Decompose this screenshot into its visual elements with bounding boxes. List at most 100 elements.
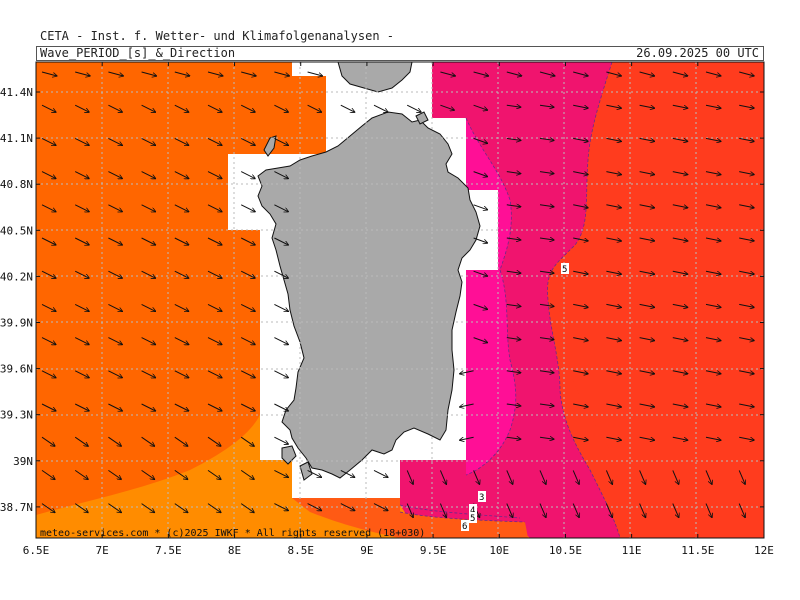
direction-arrow — [207, 171, 222, 179]
direction-arrow — [460, 370, 474, 374]
direction-arrow — [473, 204, 488, 210]
y-tick-label: 39.9N — [0, 317, 33, 330]
direction-arrow — [174, 337, 189, 345]
direction-arrow — [672, 71, 688, 76]
direction-arrow — [460, 436, 474, 440]
direction-arrow — [307, 503, 322, 511]
direction-arrow — [74, 370, 89, 378]
direction-arrow — [240, 370, 255, 378]
direction-arrow — [539, 105, 554, 107]
direction-arrow — [705, 137, 721, 141]
direction-arrow — [473, 71, 489, 76]
land-san-pietro — [281, 445, 297, 465]
direction-arrow — [506, 503, 513, 518]
direction-arrow — [274, 303, 288, 311]
direction-arrow — [108, 71, 123, 76]
direction-arrow — [41, 270, 56, 278]
x-tick-label: 8.5E — [287, 544, 314, 557]
direction-arrow — [672, 270, 688, 274]
direction-arrow — [506, 437, 521, 439]
direction-arrow — [439, 503, 446, 518]
direction-arrow — [573, 137, 588, 141]
direction-arrow — [639, 370, 655, 374]
direction-arrow — [639, 470, 646, 484]
direction-arrow — [274, 104, 288, 112]
direction-arrow — [739, 237, 754, 241]
y-tick-label: 41.1N — [0, 132, 33, 145]
direction-arrow — [274, 71, 289, 76]
direction-arrow — [705, 470, 712, 484]
direction-arrow — [573, 270, 588, 274]
direction-arrow — [108, 503, 121, 513]
land-sardinia — [257, 111, 481, 479]
direction-arrow — [141, 204, 156, 212]
direction-arrow — [739, 337, 754, 341]
direction-arrow — [606, 370, 621, 374]
direction-arrow — [240, 237, 255, 245]
direction-arrow — [606, 171, 621, 175]
direction-arrow — [506, 71, 522, 76]
direction-arrow — [240, 436, 254, 446]
direction-arrow — [539, 71, 555, 76]
graticule — [36, 62, 764, 538]
direction-arrow — [705, 171, 721, 175]
direction-arrow — [74, 303, 89, 311]
direction-arrow — [539, 138, 554, 140]
direction-arrow — [240, 337, 255, 345]
direction-arrow — [573, 71, 588, 76]
direction-arrow — [705, 337, 721, 341]
direction-arrow — [573, 171, 588, 175]
direction-arrow — [274, 403, 288, 411]
direction-arrow — [207, 503, 221, 513]
direction-arrow — [672, 403, 688, 407]
period-field-red-east — [558, 62, 764, 538]
direction-arrow — [506, 271, 521, 273]
direction-arrow — [672, 237, 688, 241]
direction-arrow — [274, 171, 288, 179]
land-asinara — [263, 135, 277, 157]
direction-arrow — [207, 337, 222, 345]
direction-arrow — [174, 436, 188, 446]
direction-arrow — [74, 503, 88, 513]
direction-arrow — [74, 104, 89, 112]
y-tick-label: 40.8N — [0, 178, 33, 191]
direction-arrow — [506, 371, 521, 373]
direction-arrow — [141, 303, 156, 311]
valid-time: 26.09.2025 00 UTC — [636, 46, 759, 60]
x-tick-label: 9.5E — [420, 544, 447, 557]
direction-arrow — [639, 503, 646, 518]
direction-arrow — [74, 137, 89, 145]
direction-arrow — [74, 337, 89, 345]
direction-arrow — [274, 204, 288, 212]
direction-arrow — [672, 303, 688, 307]
map-frame — [35, 61, 765, 539]
credit-text: meteo-services.com * (c)2025 IWKF * All … — [40, 528, 425, 539]
direction-arrow — [141, 403, 156, 411]
direction-arrow — [41, 503, 55, 513]
direction-arrow — [539, 371, 554, 373]
direction-arrow — [639, 71, 655, 76]
y-tick-label: 39N — [13, 455, 33, 468]
direction-arrow — [174, 403, 189, 411]
direction-arrow — [41, 137, 56, 145]
contour-label: 5 — [562, 265, 567, 275]
direction-arrow — [108, 469, 121, 479]
x-tick-label: 7.5E — [155, 544, 182, 557]
direction-arrow — [274, 436, 288, 444]
direction-arrow — [373, 104, 388, 112]
direction-arrow — [274, 137, 288, 145]
direction-arrow — [606, 303, 621, 307]
direction-arrow — [739, 204, 754, 208]
direction-arrow — [406, 503, 413, 518]
direction-arrow — [573, 370, 588, 374]
direction-arrow — [705, 270, 721, 274]
x-tick-label: 6.5E — [23, 544, 50, 557]
direction-arrow — [573, 436, 588, 440]
x-axis: 6.5E 7E 7.5E 8E 8.5E 9E 9.5E 10E 10.5E 11E 11.5E 12… — [23, 62, 774, 557]
direction-arrow — [74, 403, 89, 411]
direction-arrow — [572, 470, 579, 484]
direction-arrow — [240, 137, 255, 145]
direction-arrow — [274, 270, 288, 278]
direction-arrow — [108, 270, 122, 278]
direction-arrow — [207, 104, 222, 112]
